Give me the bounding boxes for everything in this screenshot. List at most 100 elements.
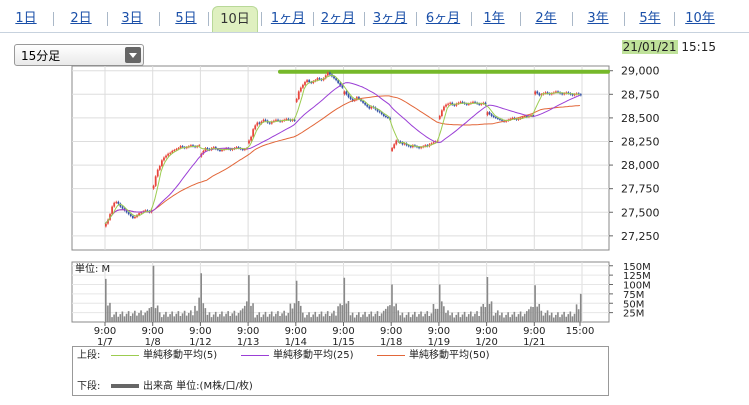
x-tick-time: 9:00 (475, 326, 497, 337)
volume-bar (163, 314, 165, 322)
tab-5[interactable]: 1ヶ月 (270, 11, 306, 26)
tab-6[interactable]: 2ヶ月 (320, 11, 356, 26)
candle-body (366, 104, 369, 107)
candle-body (407, 145, 410, 147)
x-tick-day: 1/7 (97, 337, 113, 348)
candle-body (511, 117, 514, 119)
candle-body (179, 146, 182, 149)
volume-bar (397, 310, 400, 322)
tab-separator (624, 12, 625, 26)
candle-body (465, 103, 468, 105)
candle-body (486, 112, 489, 116)
volume-bar (272, 316, 275, 322)
candle-body (105, 223, 107, 227)
volume-bar (414, 311, 416, 322)
candle-body (252, 129, 255, 137)
volume-bar (428, 316, 431, 322)
candle-body (326, 72, 329, 76)
candle-body (272, 120, 275, 122)
volume-bar (198, 297, 200, 322)
candle-body (430, 143, 433, 145)
tab-10[interactable]: 2年 (535, 11, 557, 26)
tab-separator (520, 12, 521, 26)
volume-bar (310, 317, 312, 322)
tab-8[interactable]: 6ヶ月 (425, 11, 461, 26)
tab-11[interactable]: 3年 (587, 11, 609, 26)
tab-9[interactable]: 1年 (483, 11, 505, 26)
candle-body (258, 122, 261, 124)
volume-bar (179, 316, 182, 322)
volume-bar (339, 303, 341, 322)
tab-13[interactable]: 10年 (685, 11, 715, 26)
candle-body (241, 149, 244, 151)
candle-body (260, 121, 263, 124)
tab-0[interactable]: 1日 (15, 11, 37, 26)
volume-bar (559, 317, 561, 322)
tab-12[interactable]: 5年 (639, 11, 661, 26)
candle-body (131, 216, 134, 218)
volume-bar (165, 311, 167, 322)
volume-bar (281, 313, 283, 322)
candle-body (107, 219, 109, 224)
volume-unit-label: 単位: M (75, 262, 110, 275)
volume-bar (299, 305, 302, 322)
volume-bar (150, 307, 153, 322)
volume-bar (550, 312, 553, 322)
volume-bar (478, 316, 480, 322)
tab-separator (416, 12, 417, 26)
volume-bar (391, 284, 393, 322)
volume-bar (121, 311, 124, 322)
volume-bar (432, 304, 435, 322)
candle-body (378, 111, 381, 113)
volume-bar (318, 314, 321, 322)
candle-body (478, 103, 481, 105)
volume-bar (362, 314, 364, 322)
volume-bar (214, 311, 217, 322)
volume-bar (266, 316, 269, 322)
volume-bar (372, 316, 375, 322)
candle-body (364, 102, 367, 105)
tab-1[interactable]: 2日 (70, 11, 92, 26)
volume-bar (565, 316, 568, 322)
volume-bar (467, 314, 470, 322)
candle-body (573, 94, 576, 96)
volume-bar (324, 313, 327, 322)
candle-body (335, 78, 338, 81)
volume-bar (268, 314, 271, 322)
volume-tick-label: 125M (623, 271, 651, 282)
volume-bar (107, 305, 109, 322)
x-tick-time: 9:00 (141, 326, 163, 337)
candle-body (341, 85, 344, 88)
candle-body (243, 149, 246, 151)
legend-ma50-label: 単純移動平均(50) (409, 350, 490, 361)
candle-body (480, 103, 483, 105)
volume-bar (316, 316, 319, 322)
x-tick-time: 15:00 (566, 326, 595, 337)
candle-body (158, 166, 161, 170)
volume-bar (140, 310, 142, 322)
tab-2[interactable]: 3日 (121, 11, 143, 26)
volume-bar (505, 314, 507, 322)
volume-bar (573, 313, 576, 322)
tab-7[interactable]: 3ヶ月 (372, 11, 408, 26)
candle-body (345, 91, 348, 95)
candle-body (115, 201, 118, 203)
tab-4[interactable]: 10日 (212, 6, 258, 33)
candle-body (216, 149, 219, 151)
ma5-line (104, 74, 580, 224)
candle-body (324, 75, 327, 79)
volume-bar (229, 316, 232, 322)
volume-bar (519, 311, 522, 322)
volume-bar (320, 311, 323, 322)
volume-bar (561, 314, 563, 322)
volume-bar (306, 314, 308, 322)
tab-3[interactable]: 5日 (175, 11, 197, 26)
volume-bar (492, 315, 495, 322)
candle-body (501, 119, 503, 121)
price-tick-label: 28,500 (621, 112, 660, 125)
candle-body (532, 115, 535, 117)
candle-body (420, 147, 423, 149)
candle-body (571, 94, 574, 96)
volume-bar (289, 303, 292, 322)
candle-body (424, 145, 427, 147)
